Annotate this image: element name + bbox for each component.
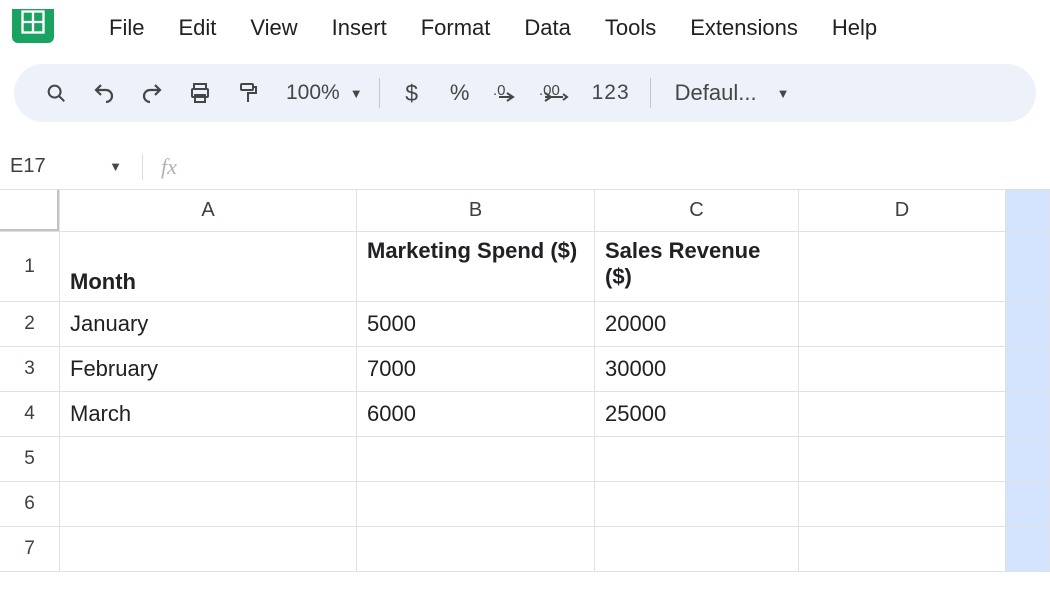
cell-e6[interactable] [1006, 482, 1050, 527]
cell-c5[interactable] [595, 437, 799, 482]
menu-view[interactable]: View [233, 9, 314, 47]
cell-a4[interactable]: March [60, 392, 357, 437]
column-header-d[interactable]: D [799, 190, 1006, 232]
cell-b6[interactable] [357, 482, 595, 527]
cell-e2[interactable] [1006, 302, 1050, 347]
table-row: March 6000 25000 [60, 392, 1050, 437]
menu-extensions[interactable]: Extensions [673, 9, 815, 47]
currency-format-button[interactable]: $ [390, 71, 434, 115]
row-header-1[interactable]: 1 [0, 232, 60, 302]
cell-c3[interactable]: 30000 [595, 347, 799, 392]
cell-e4[interactable] [1006, 392, 1050, 437]
cell-d2[interactable] [799, 302, 1006, 347]
cell-d3[interactable] [799, 347, 1006, 392]
menu-format[interactable]: Format [404, 9, 508, 47]
increase-decimal-icon[interactable]: .00 [534, 71, 578, 115]
search-icon[interactable] [34, 71, 78, 115]
percent-format-button[interactable]: % [438, 71, 482, 115]
zoom-selector[interactable]: 100% ▼ [274, 81, 369, 105]
sheets-logo [12, 1, 54, 43]
currency-symbol: $ [405, 80, 418, 107]
row-header-3[interactable]: 3 [0, 347, 60, 392]
cell-b3[interactable]: 7000 [357, 347, 595, 392]
font-name: Defaul... [675, 80, 757, 106]
cell-c7[interactable] [595, 527, 799, 572]
cell-b2[interactable]: 5000 [357, 302, 595, 347]
column-headers: A B C D [60, 190, 1050, 232]
zoom-value: 100% [286, 81, 340, 105]
formula-bar: E17 ▼ fx [0, 144, 1050, 190]
column-header-c[interactable]: C [595, 190, 799, 232]
decrease-decimal-icon[interactable]: .0 [486, 71, 530, 115]
font-selector[interactable]: Defaul... ▼ [661, 80, 794, 106]
toolbar: 100% ▼ $ % .0 .00 123 Defaul... ▼ [14, 64, 1036, 122]
cell-b7[interactable] [357, 527, 595, 572]
menu-tools[interactable]: Tools [588, 9, 673, 47]
cells-area: Month Marketing Spend ($) Sales Revenue … [60, 232, 1050, 572]
cell-d7[interactable] [799, 527, 1006, 572]
cell-b1[interactable]: Marketing Spend ($) [357, 232, 595, 302]
cell-c4[interactable]: 25000 [595, 392, 799, 437]
table-row [60, 527, 1050, 572]
cell-a6[interactable] [60, 482, 357, 527]
fx-icon: fx [161, 154, 177, 180]
cell-b4[interactable]: 6000 [357, 392, 595, 437]
cell-e3[interactable] [1006, 347, 1050, 392]
cell-d6[interactable] [799, 482, 1006, 527]
cell-c6[interactable] [595, 482, 799, 527]
spreadsheet-grid: 1 2 3 4 5 6 7 A B C D Month Marketing Sp… [0, 190, 1050, 572]
column-header-a[interactable]: A [60, 190, 357, 232]
cell-d1[interactable] [799, 232, 1006, 302]
select-all-corner[interactable] [0, 190, 60, 232]
redo-icon[interactable] [130, 71, 174, 115]
menubar: File Edit View Insert Format Data Tools … [0, 0, 1050, 56]
column-header-e[interactable] [1006, 190, 1050, 232]
cell-e7[interactable] [1006, 527, 1050, 572]
table-row: January 5000 20000 [60, 302, 1050, 347]
menu-items: File Edit View Insert Format Data Tools … [92, 9, 894, 47]
menu-file[interactable]: File [92, 9, 161, 47]
table-row [60, 437, 1050, 482]
cell-c1[interactable]: Sales Revenue ($) [595, 232, 799, 302]
menu-help[interactable]: Help [815, 9, 894, 47]
cell-a3[interactable]: February [60, 347, 357, 392]
row-header-6[interactable]: 6 [0, 482, 60, 527]
table-row: Month Marketing Spend ($) Sales Revenue … [60, 232, 1050, 302]
more-formats-button[interactable]: 123 [582, 81, 640, 105]
row-header-7[interactable]: 7 [0, 527, 60, 572]
undo-icon[interactable] [82, 71, 126, 115]
table-row: February 7000 30000 [60, 347, 1050, 392]
chevron-down-icon: ▼ [109, 159, 122, 174]
menu-insert[interactable]: Insert [315, 9, 404, 47]
column-header-b[interactable]: B [357, 190, 595, 232]
menu-edit[interactable]: Edit [161, 9, 233, 47]
separator [650, 78, 651, 108]
row-header-4[interactable]: 4 [0, 392, 60, 437]
separator [379, 78, 380, 108]
chevron-down-icon: ▼ [777, 86, 790, 101]
chevron-down-icon: ▼ [350, 86, 363, 101]
menu-data[interactable]: Data [507, 9, 587, 47]
paint-format-icon[interactable] [226, 71, 270, 115]
name-box[interactable]: E17 ▼ [8, 155, 134, 178]
cell-b5[interactable] [357, 437, 595, 482]
row-header-5[interactable]: 5 [0, 437, 60, 482]
cell-c2[interactable]: 20000 [595, 302, 799, 347]
cell-reference: E17 [10, 155, 46, 178]
cell-d5[interactable] [799, 437, 1006, 482]
cell-a2[interactable]: January [60, 302, 357, 347]
table-row [60, 482, 1050, 527]
separator [142, 154, 143, 180]
percent-symbol: % [450, 80, 470, 106]
cell-a1[interactable]: Month [60, 232, 357, 302]
row-header-2[interactable]: 2 [0, 302, 60, 347]
cell-e5[interactable] [1006, 437, 1050, 482]
cell-a7[interactable] [60, 527, 357, 572]
sheets-grid-icon [19, 8, 47, 36]
cell-e1[interactable] [1006, 232, 1050, 302]
cell-a5[interactable] [60, 437, 357, 482]
print-icon[interactable] [178, 71, 222, 115]
cell-d4[interactable] [799, 392, 1006, 437]
